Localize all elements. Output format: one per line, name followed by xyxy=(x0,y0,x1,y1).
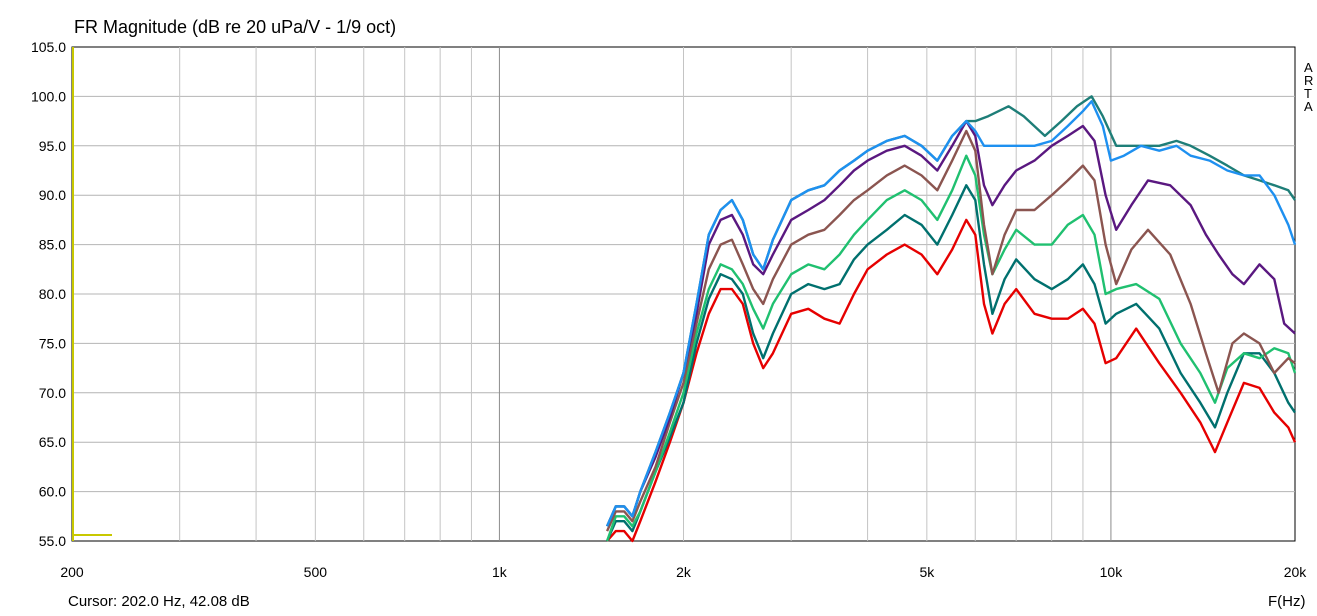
y-tick-label: 70.0 xyxy=(39,385,66,401)
x-tick-label: 5k xyxy=(919,564,935,580)
y-tick-label: 60.0 xyxy=(39,484,66,500)
y-tick-label: 75.0 xyxy=(39,335,66,351)
y-tick-label: 100.0 xyxy=(31,88,66,104)
series-line-5 xyxy=(606,119,1296,527)
x-tick-label: 500 xyxy=(304,564,328,580)
y-axis-ticks: 105.0 100.0 95.0 90.0 85.0 80.0 75.0 70.0 65.0 60… xyxy=(31,39,66,549)
cursor-readout: Cursor: 202.0 Hz, 42.08 dB xyxy=(68,593,250,610)
series-line-1 xyxy=(606,218,1297,543)
x-tick-label: 200 xyxy=(60,564,84,580)
x-tick-label: 2k xyxy=(676,564,692,580)
cursor-markers xyxy=(72,47,112,541)
side-label-letter: T xyxy=(1304,86,1312,101)
x-tick-label: 1k xyxy=(492,564,508,580)
series-line-7 xyxy=(606,100,1297,527)
side-label-letter: A xyxy=(1304,60,1313,75)
side-label-letter: R xyxy=(1304,73,1313,88)
y-tick-label: 65.0 xyxy=(39,434,66,450)
x-tick-label: 20k xyxy=(1284,564,1308,580)
x-tick-label: 10k xyxy=(1100,564,1124,580)
y-tick-label: 95.0 xyxy=(39,138,66,154)
side-label-letter: A xyxy=(1304,99,1313,114)
y-tick-label: 90.0 xyxy=(39,187,66,203)
chart-title: FR Magnitude (dB re 20 uPa/V - 1/9 oct) xyxy=(74,17,397,37)
y-tick-label: 105.0 xyxy=(31,39,66,55)
x-axis-ticks: 200 500 1k 2k 5k 10k 20k xyxy=(60,564,1307,580)
y-tick-label: 80.0 xyxy=(39,286,66,302)
x-axis-label: F(Hz) xyxy=(1268,593,1306,610)
series-line-3 xyxy=(605,154,1297,542)
series-line-4 xyxy=(606,129,1296,532)
y-tick-label: 55.0 xyxy=(39,533,66,549)
series-lines xyxy=(605,95,1297,543)
series-line-2 xyxy=(606,184,1296,542)
y-tick-label: 85.0 xyxy=(39,237,66,253)
